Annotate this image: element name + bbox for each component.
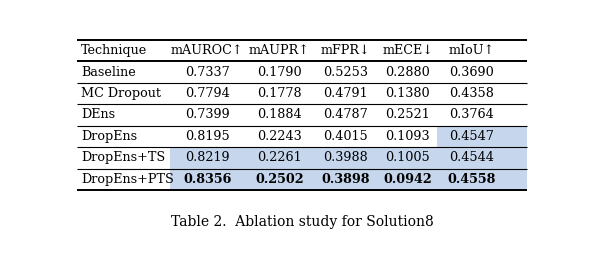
Text: 0.2502: 0.2502 — [255, 173, 304, 186]
Text: 0.3988: 0.3988 — [323, 151, 368, 164]
Text: 0.4358: 0.4358 — [449, 87, 494, 100]
Text: 0.4544: 0.4544 — [449, 151, 494, 164]
Text: mAUPR↑: mAUPR↑ — [249, 44, 310, 57]
Text: mAUROC↑: mAUROC↑ — [171, 44, 244, 57]
Text: DropEns+TS: DropEns+TS — [81, 151, 165, 164]
Text: Table 2.  Ablation study for Solution8: Table 2. Ablation study for Solution8 — [171, 215, 434, 229]
Text: 0.3690: 0.3690 — [449, 66, 494, 79]
Text: 0.8219: 0.8219 — [185, 151, 230, 164]
Text: 0.2521: 0.2521 — [385, 109, 430, 122]
Text: 0.2243: 0.2243 — [257, 130, 302, 143]
Text: 0.1778: 0.1778 — [257, 87, 302, 100]
Text: DEns: DEns — [81, 109, 115, 122]
Text: 0.4787: 0.4787 — [323, 109, 368, 122]
Text: 0.3764: 0.3764 — [449, 109, 494, 122]
Text: 0.3898: 0.3898 — [322, 173, 370, 186]
Text: mFPR↓: mFPR↓ — [321, 44, 371, 57]
Text: 0.7337: 0.7337 — [185, 66, 230, 79]
Bar — [171, 169, 527, 190]
Text: 0.4015: 0.4015 — [323, 130, 368, 143]
Text: 0.1093: 0.1093 — [385, 130, 430, 143]
Text: 0.8356: 0.8356 — [183, 173, 231, 186]
Text: 0.1790: 0.1790 — [257, 66, 302, 79]
Text: mECE↓: mECE↓ — [382, 44, 433, 57]
Bar — [171, 147, 527, 169]
Text: 0.4558: 0.4558 — [447, 173, 496, 186]
Text: mIoU↑: mIoU↑ — [448, 44, 494, 57]
Text: 0.7794: 0.7794 — [185, 87, 230, 100]
Text: 0.0942: 0.0942 — [383, 173, 432, 186]
Text: DropEns+PTS: DropEns+PTS — [81, 173, 174, 186]
Text: 0.1884: 0.1884 — [257, 109, 302, 122]
Text: Technique: Technique — [81, 44, 148, 57]
Text: 0.1380: 0.1380 — [385, 87, 430, 100]
Text: 0.4547: 0.4547 — [449, 130, 494, 143]
Text: Baseline: Baseline — [81, 66, 136, 79]
Text: 0.2261: 0.2261 — [257, 151, 302, 164]
Text: 0.2880: 0.2880 — [385, 66, 430, 79]
Text: 0.8195: 0.8195 — [185, 130, 230, 143]
Text: 0.1005: 0.1005 — [385, 151, 430, 164]
Text: DropEns: DropEns — [81, 130, 137, 143]
Text: 0.5253: 0.5253 — [323, 66, 368, 79]
Text: 0.4791: 0.4791 — [323, 87, 368, 100]
Text: 0.7399: 0.7399 — [185, 109, 230, 122]
Bar — [437, 126, 527, 147]
Text: MC Dropout: MC Dropout — [81, 87, 161, 100]
